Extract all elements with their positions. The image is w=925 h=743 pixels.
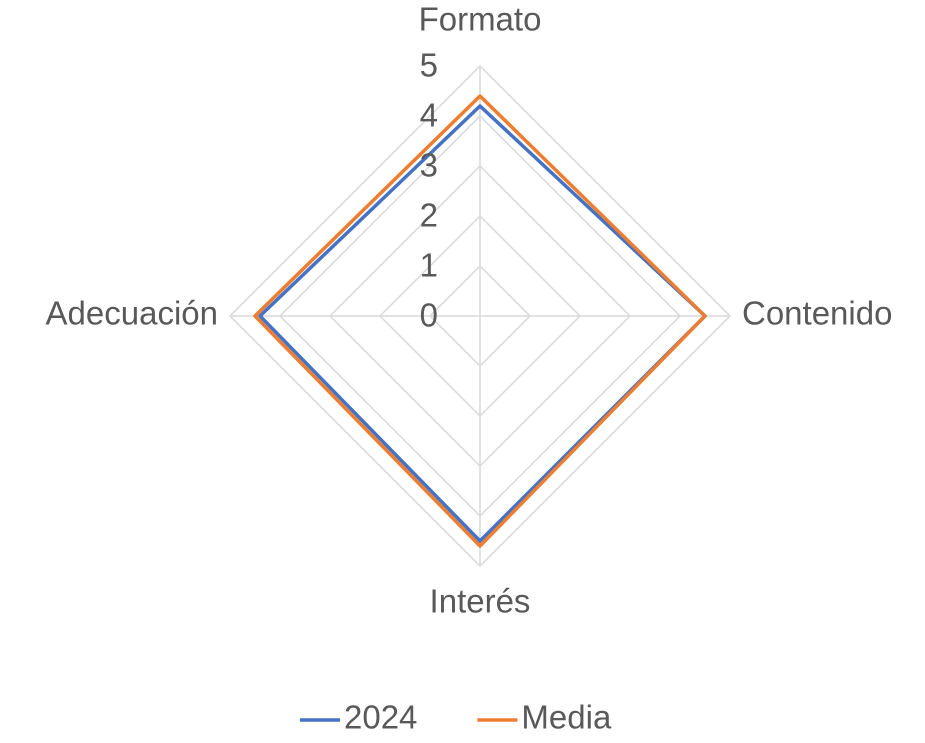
legend-label: 2024 — [344, 699, 417, 736]
category-label: Adecuación — [46, 295, 218, 332]
tick-label: 0 — [420, 297, 438, 334]
tick-label: 3 — [420, 147, 438, 184]
category-label: Contenido — [742, 295, 892, 332]
series-line — [258, 104, 707, 543]
category-label: Formato — [419, 1, 542, 38]
tick-label: 5 — [420, 47, 438, 84]
tick-label: 4 — [420, 97, 438, 134]
category-label: Interés — [430, 583, 531, 620]
tick-label: 1 — [420, 247, 438, 284]
series-line — [253, 94, 707, 548]
tick-label: 2 — [420, 197, 438, 234]
legend-label: Media — [521, 699, 612, 736]
